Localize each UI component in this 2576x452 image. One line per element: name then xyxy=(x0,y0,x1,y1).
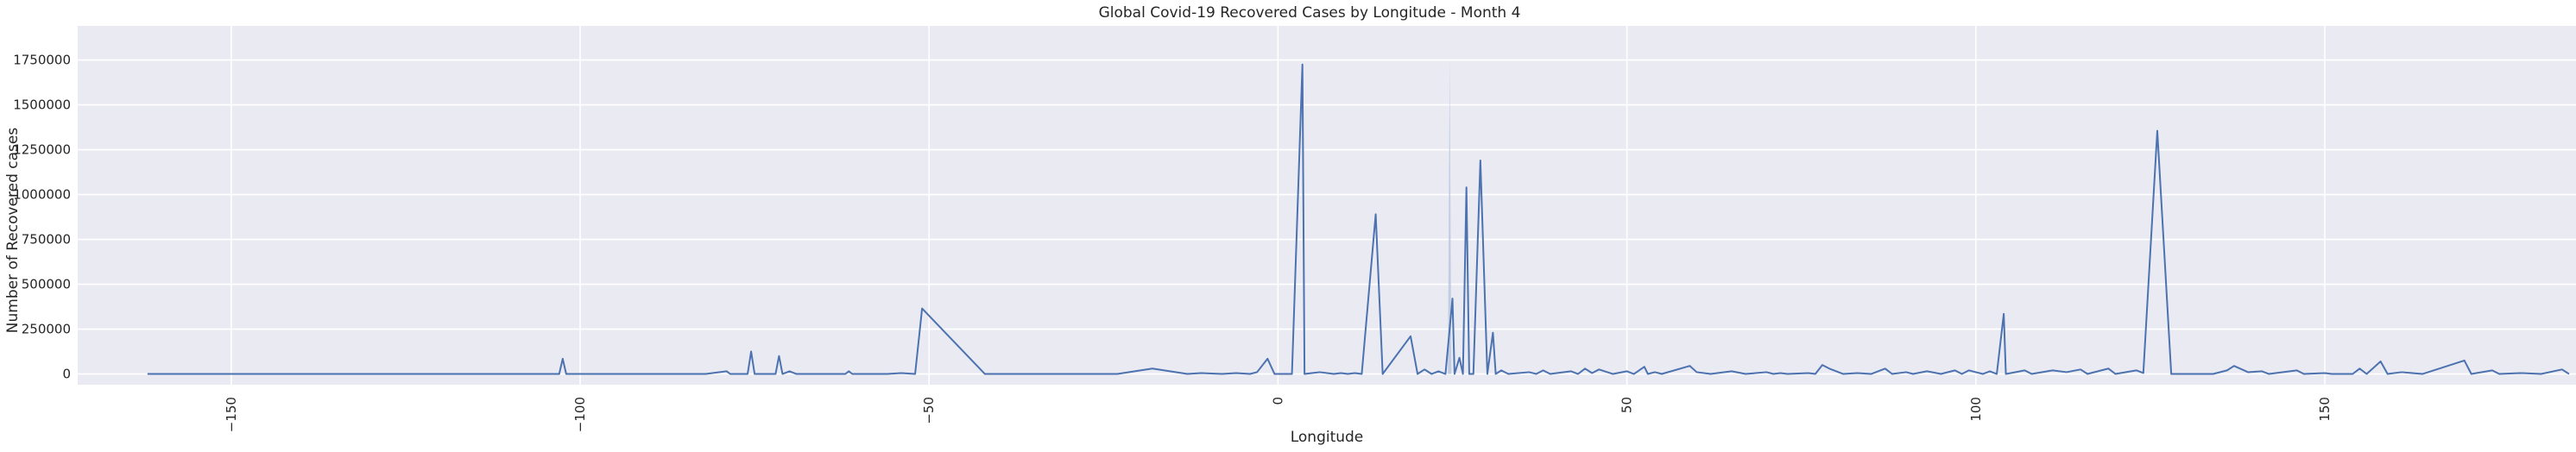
y-tick-label: 1750000 xyxy=(13,53,71,68)
y-tick-label: 750000 xyxy=(22,232,71,248)
series-line-layer xyxy=(147,63,2570,375)
x-tick-label: −150 xyxy=(224,397,239,432)
x-axis-label: Longitude xyxy=(1291,429,1364,446)
x-tick-label: −50 xyxy=(921,397,937,424)
y-tick-label: 0 xyxy=(62,367,71,382)
confidence-band-area xyxy=(1448,60,1452,374)
plot-background xyxy=(78,26,2576,385)
y-tick-label: 1250000 xyxy=(13,142,71,158)
x-tick-label: −100 xyxy=(572,397,588,432)
chart-title: Global Covid-19 Recovered Cases by Longi… xyxy=(1099,4,1521,22)
confidence-band xyxy=(1448,60,1452,374)
tick-labels: −150 −100 −50 0 50 100 150 0 250000 500000 750000 1… xyxy=(13,53,2333,433)
x-tick-label: 0 xyxy=(1270,397,1285,405)
grid-lines xyxy=(78,26,2576,385)
y-tick-label: 500000 xyxy=(22,277,71,292)
y-tick-label: 1000000 xyxy=(13,187,71,203)
x-tick-label: 100 xyxy=(1968,397,1984,422)
y-tick-label: 1500000 xyxy=(13,97,71,113)
y-axis-label: Number of Recovered cases xyxy=(4,128,22,334)
x-tick-label: 150 xyxy=(2317,397,2333,422)
y-tick-label: 250000 xyxy=(22,322,71,337)
series-line xyxy=(147,63,2570,375)
x-tick-label: 50 xyxy=(1619,397,1635,413)
